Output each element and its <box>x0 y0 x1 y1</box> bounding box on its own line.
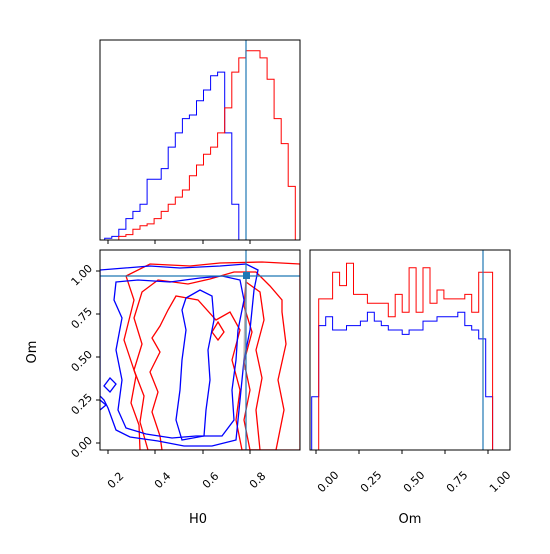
truth-point-trail <box>243 278 247 371</box>
contour-panel: 0.2 0.4 0.6 0.8 0.00 0.25 0.50 0.75 1.00… <box>25 249 301 527</box>
y-tick-label: 1.00 <box>69 262 96 289</box>
y-tick-label: 0.25 <box>69 391 96 418</box>
h0-histogram-ticks <box>107 240 251 244</box>
y-tick-label: 0.75 <box>69 305 96 332</box>
om-histogram-series-1 <box>311 262 500 451</box>
x-tick-label: 0.75 <box>444 469 471 496</box>
y-tick-label: 0.00 <box>69 434 96 461</box>
blue-contour-middle <box>113 275 245 439</box>
om-x-tick-labels: 0.00 0.25 0.50 0.75 1.00 <box>315 469 514 496</box>
x-tick-label: 0.4 <box>152 470 174 492</box>
h0-histogram-series-1 <box>104 50 296 241</box>
x-tick-label: 0.50 <box>401 469 428 496</box>
om-histogram-panel: 0.00 0.25 0.50 0.75 1.00 Om <box>309 249 514 527</box>
blue-contour-island <box>103 377 117 393</box>
h0-histogram-panel <box>99 39 301 244</box>
contour-y-ticks <box>96 270 100 444</box>
contour-frame <box>99 249 301 451</box>
h0-histogram-frame <box>99 39 301 241</box>
contour-y-tick-labels: 0.00 0.25 0.50 0.75 1.00 <box>69 262 96 461</box>
truth-point-marker <box>243 272 250 279</box>
blue-contour-outer <box>100 263 259 447</box>
x-tick-label: 1.00 <box>487 469 514 496</box>
om-x-axis-label: Om <box>399 512 422 527</box>
red-contour-inner <box>243 280 265 450</box>
contour-x-axis-label: H0 <box>189 512 207 527</box>
om-histogram-frame <box>309 249 511 451</box>
y-tick-label: 0.50 <box>69 348 96 375</box>
contour-y-axis-label: Om <box>25 341 40 364</box>
red-contours <box>123 261 300 450</box>
contour-x-tick-labels: 0.2 0.4 0.6 0.8 <box>105 470 269 492</box>
red-contour-island <box>211 320 225 342</box>
x-tick-label: 0.2 <box>105 470 127 492</box>
contour-x-ticks <box>107 450 251 454</box>
red-contour-outer <box>123 261 300 450</box>
red-contour-middle <box>133 271 287 450</box>
x-tick-label: 0.6 <box>200 470 222 492</box>
om-histogram-series-0 <box>311 311 500 451</box>
om-x-ticks <box>315 450 489 454</box>
x-tick-label: 0.25 <box>358 469 385 496</box>
blue-contour-inner <box>175 289 215 441</box>
x-tick-label: 0.8 <box>247 470 269 492</box>
h0-histogram-series-0 <box>104 71 296 241</box>
blue-contours <box>100 263 259 447</box>
x-tick-label: 0.00 <box>315 469 342 496</box>
blue-contour-left-edge <box>100 399 108 411</box>
